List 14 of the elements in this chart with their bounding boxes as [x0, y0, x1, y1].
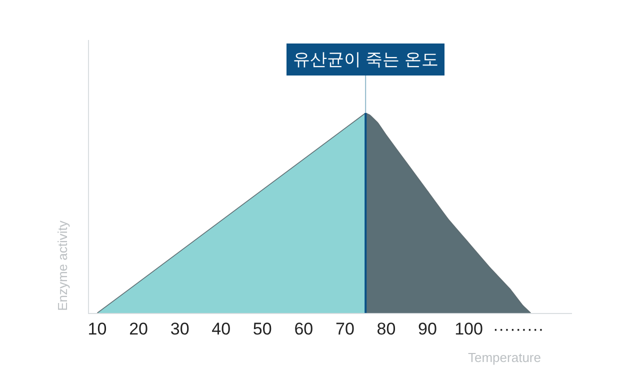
x-tick-label: 50: [252, 319, 272, 338]
ref-line-label: 유산균이 죽는 온도: [293, 50, 438, 69]
x-tick-label: 80: [376, 319, 396, 338]
x-tick-label: 70: [335, 319, 354, 338]
y-axis-title: Enzyme activity: [54, 220, 70, 311]
x-tick-label: ·········: [492, 319, 544, 338]
x-tick-label: 20: [129, 319, 148, 338]
x-tick-label: 40: [212, 319, 231, 338]
x-tick-label: 60: [294, 319, 314, 338]
x-tick-label: 90: [418, 319, 437, 338]
x-tick-label: 100: [454, 319, 483, 338]
x-axis-title: Temperature: [468, 350, 541, 365]
x-tick-label: 10: [88, 319, 107, 338]
x-tick-label: 30: [170, 319, 190, 338]
